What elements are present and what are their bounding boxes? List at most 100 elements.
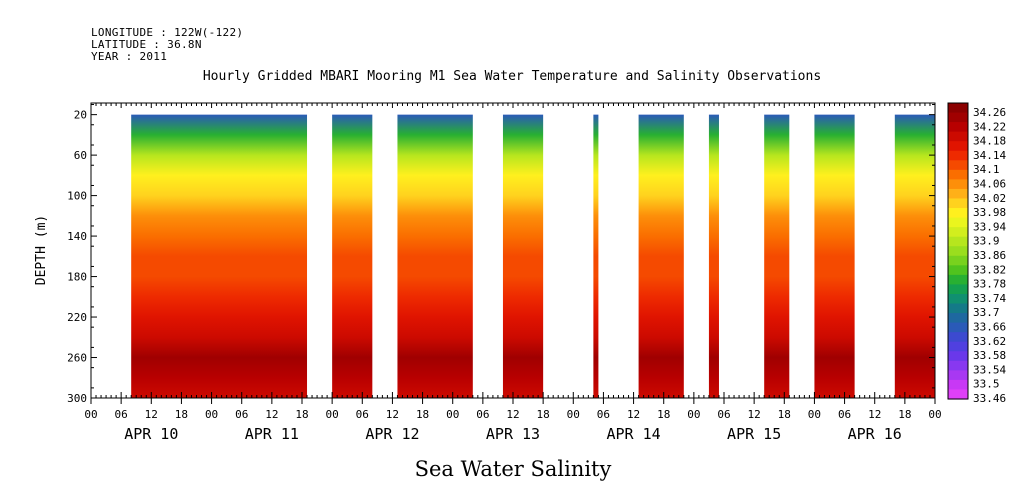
- x-tick-label: 06: [356, 408, 369, 421]
- colorbar-label: 33.5: [973, 378, 1000, 391]
- date-label: APR 16: [848, 425, 902, 443]
- data-segment-1: [332, 114, 373, 399]
- plot-area: 00 06 12 18 00 06 12 18 00 06 12 18 00 06 12 18 00 06 12 18…: [67, 102, 942, 443]
- x-tick-label: 06: [235, 408, 248, 421]
- colorbar-label: 34.22: [973, 120, 1006, 133]
- date-label: APR 10: [124, 425, 178, 443]
- colorbar-label: 33.78: [973, 278, 1006, 291]
- x-tick-label: 00: [84, 408, 97, 421]
- date-label: APR 12: [365, 425, 419, 443]
- colorbar-label: 33.62: [973, 335, 1006, 348]
- x-tick-label: 12: [868, 408, 881, 421]
- chart-subtitle: Sea Water Salinity: [415, 457, 612, 481]
- date-label: APR 15: [727, 425, 781, 443]
- colorbar-swatch: [948, 246, 968, 257]
- colorbar-swatch: [948, 150, 968, 161]
- x-tick-label: 06: [115, 408, 128, 421]
- y-axis-label: DEPTH (m): [34, 215, 49, 285]
- colorbar-label: 33.94: [973, 220, 1006, 233]
- colorbar-swatch: [948, 313, 968, 324]
- x-tick-label: 06: [838, 408, 851, 421]
- x-tick-label: 00: [928, 408, 941, 421]
- colorbar-label: 33.7: [973, 306, 1000, 319]
- colorbar-swatch: [948, 255, 968, 266]
- date-label: APR 13: [486, 425, 540, 443]
- colorbar-swatch: [948, 293, 968, 305]
- longitude-label: LONGITUDE : 122W(-122): [91, 26, 244, 39]
- colorbar-swatch: [948, 169, 968, 180]
- colorbar-label: 34.26: [973, 106, 1006, 119]
- colorbar-swatch: [948, 188, 968, 200]
- colorbar-swatch: [948, 265, 968, 276]
- colorbar-swatch: [948, 370, 968, 381]
- colorbar: 34.2634.2234.1834.1434.134.0634.0233.983…: [947, 102, 1006, 405]
- y-tick-label: 300: [67, 392, 87, 405]
- colorbar-swatch: [948, 303, 968, 314]
- colorbar-label: 33.74: [973, 292, 1006, 305]
- colorbar-label: 34.1: [973, 163, 1000, 176]
- colorbar-label: 33.58: [973, 349, 1006, 362]
- x-tick-label: 06: [476, 408, 489, 421]
- x-tick-label: 00: [687, 408, 700, 421]
- x-tick-label: 06: [597, 408, 610, 421]
- colorbar-swatch: [948, 131, 968, 142]
- y-tick-label: 220: [67, 311, 87, 324]
- data-segment-2: [397, 114, 473, 399]
- chart-title: Hourly Gridded MBARI Mooring M1 Sea Wate…: [203, 69, 821, 84]
- colorbar-swatch: [948, 160, 968, 171]
- x-tick-label: 12: [265, 408, 278, 421]
- x-tick-label: 18: [175, 408, 188, 421]
- colorbar-swatch: [948, 112, 968, 123]
- data-segment-5: [638, 114, 684, 399]
- y-tick-label: 60: [74, 149, 87, 162]
- colorbar-swatch: [948, 122, 968, 133]
- x-tick-label: 12: [748, 408, 761, 421]
- colorbar-swatch: [948, 322, 968, 333]
- colorbar-label: 34.14: [973, 149, 1006, 162]
- y-tick-label: 260: [67, 352, 87, 365]
- colorbar-label: 33.98: [973, 206, 1006, 219]
- data-segment-8: [814, 114, 855, 399]
- data-segment-9: [894, 114, 935, 399]
- x-tick-label: 18: [898, 408, 911, 421]
- colorbar-swatch: [948, 236, 968, 247]
- x-tick-label: 00: [205, 408, 218, 421]
- data-segment-4: [593, 114, 599, 399]
- colorbar-swatch: [948, 141, 968, 152]
- x-tick-label: 12: [627, 408, 640, 421]
- colorbar-swatch: [948, 351, 968, 362]
- colorbar-swatch: [948, 379, 968, 391]
- colorbar-frame: [947, 102, 969, 400]
- colorbar-swatch: [948, 284, 968, 295]
- x-tick-label: 18: [778, 408, 791, 421]
- colorbar-swatch: [948, 198, 968, 209]
- latitude-label: LATITUDE : 36.8N: [91, 38, 202, 51]
- colorbar-label: 33.54: [973, 363, 1006, 376]
- x-tick-label: 00: [446, 408, 459, 421]
- colorbar-swatch: [948, 103, 968, 114]
- x-tick-label: 18: [295, 408, 308, 421]
- colorbar-label: 33.9: [973, 235, 1000, 248]
- colorbar-label: 34.02: [973, 192, 1006, 205]
- x-tick-label: 18: [416, 408, 429, 421]
- data-segment-3: [502, 114, 544, 399]
- colorbar-swatch: [948, 389, 968, 400]
- colorbar-swatch: [948, 227, 968, 238]
- year-label: YEAR : 2011: [91, 50, 168, 63]
- colorbar-swatch: [948, 332, 968, 343]
- colorbar-swatch: [948, 341, 968, 352]
- colorbar-label: 33.86: [973, 249, 1006, 262]
- colorbar-swatch: [948, 360, 968, 371]
- x-tick-label: 12: [506, 408, 519, 421]
- colorbar-swatch: [948, 217, 968, 228]
- x-tick-label: 12: [386, 408, 399, 421]
- data-segment-0: [131, 114, 308, 399]
- x-tick-label: 06: [717, 408, 730, 421]
- y-tick-label: 180: [67, 271, 87, 284]
- colorbar-label: 33.66: [973, 321, 1006, 334]
- data-segment-7: [764, 114, 790, 399]
- colorbar-label: 34.18: [973, 135, 1006, 148]
- x-tick-label: 12: [145, 408, 158, 421]
- colorbar-label: 33.82: [973, 263, 1006, 276]
